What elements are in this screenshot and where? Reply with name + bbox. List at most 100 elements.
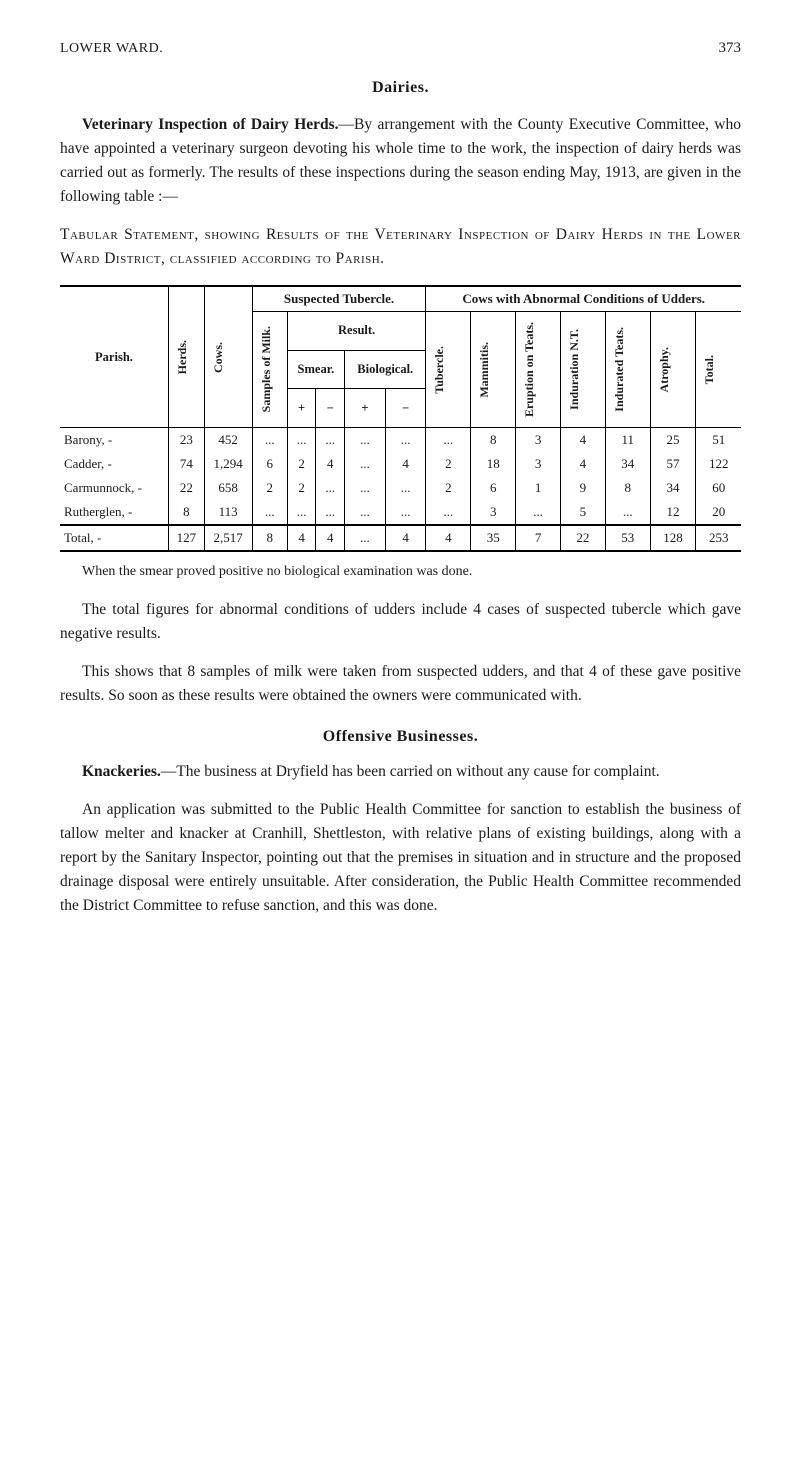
cell: ... bbox=[345, 452, 386, 476]
cell: 12 bbox=[650, 500, 696, 525]
th-eruption: Eruption on Teats. bbox=[516, 312, 561, 428]
cell: 74 bbox=[168, 452, 204, 476]
cell: ... bbox=[316, 500, 345, 525]
th-suspected: Suspected Tubercle. bbox=[252, 286, 426, 312]
th-total: Total. bbox=[696, 312, 741, 428]
cell: 8 bbox=[605, 476, 650, 500]
cell: 22 bbox=[168, 476, 204, 500]
cell-parish: Total, - bbox=[60, 525, 168, 551]
cell: 18 bbox=[471, 452, 516, 476]
cell: 4 bbox=[316, 525, 345, 551]
cell: 2 bbox=[287, 452, 316, 476]
cell: 34 bbox=[650, 476, 696, 500]
page-header: LOWER WARD. 373 bbox=[60, 40, 741, 57]
section-title-offensive: Offensive Businesses. bbox=[60, 728, 741, 746]
cell: 4 bbox=[385, 525, 426, 551]
cell: 8 bbox=[252, 525, 287, 551]
cell: ... bbox=[516, 500, 561, 525]
paragraph-knackeries: Knackeries.—The business at Dryfield has… bbox=[60, 760, 741, 784]
cell: 8 bbox=[168, 500, 204, 525]
cell: ... bbox=[287, 500, 316, 525]
cell: 2 bbox=[287, 476, 316, 500]
th-bio-plus: + bbox=[345, 389, 386, 428]
table-caption: When the smear proved positive no biolog… bbox=[60, 564, 741, 580]
cell: 113 bbox=[204, 500, 252, 525]
cell: 1 bbox=[516, 476, 561, 500]
cell: ... bbox=[287, 428, 316, 453]
cell: ... bbox=[605, 500, 650, 525]
cell: ... bbox=[426, 428, 471, 453]
cell: ... bbox=[385, 476, 426, 500]
cell-parish: Carmunnock, - bbox=[60, 476, 168, 500]
cell: 20 bbox=[696, 500, 741, 525]
th-herds: Herds. bbox=[168, 286, 204, 428]
cell: 6 bbox=[471, 476, 516, 500]
cell: 658 bbox=[204, 476, 252, 500]
cell: ... bbox=[252, 428, 287, 453]
th-tubercle: Tubercle. bbox=[426, 312, 471, 428]
th-mammitis: Mammitis. bbox=[471, 312, 516, 428]
cell: 34 bbox=[605, 452, 650, 476]
cell: 3 bbox=[471, 500, 516, 525]
cell-parish: Cadder, - bbox=[60, 452, 168, 476]
cell: 23 bbox=[168, 428, 204, 453]
cell: 25 bbox=[650, 428, 696, 453]
cell: 253 bbox=[696, 525, 741, 551]
th-indurated: Indurated Teats. bbox=[605, 312, 650, 428]
cell: 1,294 bbox=[204, 452, 252, 476]
veterinary-table: Parish. Herds. Cows. Suspected Tubercle.… bbox=[60, 285, 741, 552]
section-title-dairies: Dairies. bbox=[60, 79, 741, 97]
cell-parish: Rutherglen, - bbox=[60, 500, 168, 525]
cell: 127 bbox=[168, 525, 204, 551]
th-smear-minus: − bbox=[316, 389, 345, 428]
table-row: Cadder, -741,294624...4218343457122 bbox=[60, 452, 741, 476]
cell: 60 bbox=[696, 476, 741, 500]
th-smear: Smear. bbox=[287, 350, 344, 389]
th-abnormal: Cows with Abnormal Conditions of Udders. bbox=[426, 286, 741, 312]
th-result: Result. bbox=[287, 312, 426, 351]
cell: ... bbox=[385, 500, 426, 525]
cell: ... bbox=[345, 525, 386, 551]
th-atrophy: Atrophy. bbox=[650, 312, 696, 428]
cell: 35 bbox=[471, 525, 516, 551]
cell: 5 bbox=[561, 500, 606, 525]
cell: ... bbox=[345, 500, 386, 525]
tabular-statement-title: Tabular Statement, showing Results of th… bbox=[60, 223, 741, 271]
th-induration: Induration N.T. bbox=[561, 312, 606, 428]
cell: 9 bbox=[561, 476, 606, 500]
th-bio-minus: − bbox=[385, 389, 426, 428]
cell: 7 bbox=[516, 525, 561, 551]
cell: 128 bbox=[650, 525, 696, 551]
cell: ... bbox=[252, 500, 287, 525]
table-row: Rutherglen, -8113..................3...5… bbox=[60, 500, 741, 525]
para-lead-bold: Veterinary Inspection of Dairy Herds. bbox=[82, 116, 339, 133]
cell: 2,517 bbox=[204, 525, 252, 551]
th-cows: Cows. bbox=[204, 286, 252, 428]
cell-parish: Barony, - bbox=[60, 428, 168, 453]
paragraph-total-figures: The total figures for abnormal condition… bbox=[60, 598, 741, 646]
cell: 3 bbox=[516, 428, 561, 453]
cell: 2 bbox=[252, 476, 287, 500]
cell: 3 bbox=[516, 452, 561, 476]
th-biological: Biological. bbox=[345, 350, 426, 389]
cell: ... bbox=[426, 500, 471, 525]
paragraph-veterinary-inspection: Veterinary Inspection of Dairy Herds.—By… bbox=[60, 113, 741, 209]
table-row: Barony, -23452..................83411255… bbox=[60, 428, 741, 453]
cell: 452 bbox=[204, 428, 252, 453]
table-body: Barony, -23452..................83411255… bbox=[60, 428, 741, 552]
knackeries-lead: Knackeries. bbox=[82, 763, 161, 780]
paragraph-application: An application was submitted to the Publ… bbox=[60, 798, 741, 918]
cell: ... bbox=[345, 476, 386, 500]
table-total-row: Total, -1272,517844...443572253128253 bbox=[60, 525, 741, 551]
cell: 122 bbox=[696, 452, 741, 476]
th-samples: Samples of Milk. bbox=[252, 312, 287, 428]
cell: 2 bbox=[426, 452, 471, 476]
cell: 4 bbox=[561, 428, 606, 453]
cell: 2 bbox=[426, 476, 471, 500]
cell: 57 bbox=[650, 452, 696, 476]
cell: 4 bbox=[561, 452, 606, 476]
cell: 11 bbox=[605, 428, 650, 453]
cell: 6 bbox=[252, 452, 287, 476]
cell: 4 bbox=[287, 525, 316, 551]
th-smear-plus: + bbox=[287, 389, 316, 428]
